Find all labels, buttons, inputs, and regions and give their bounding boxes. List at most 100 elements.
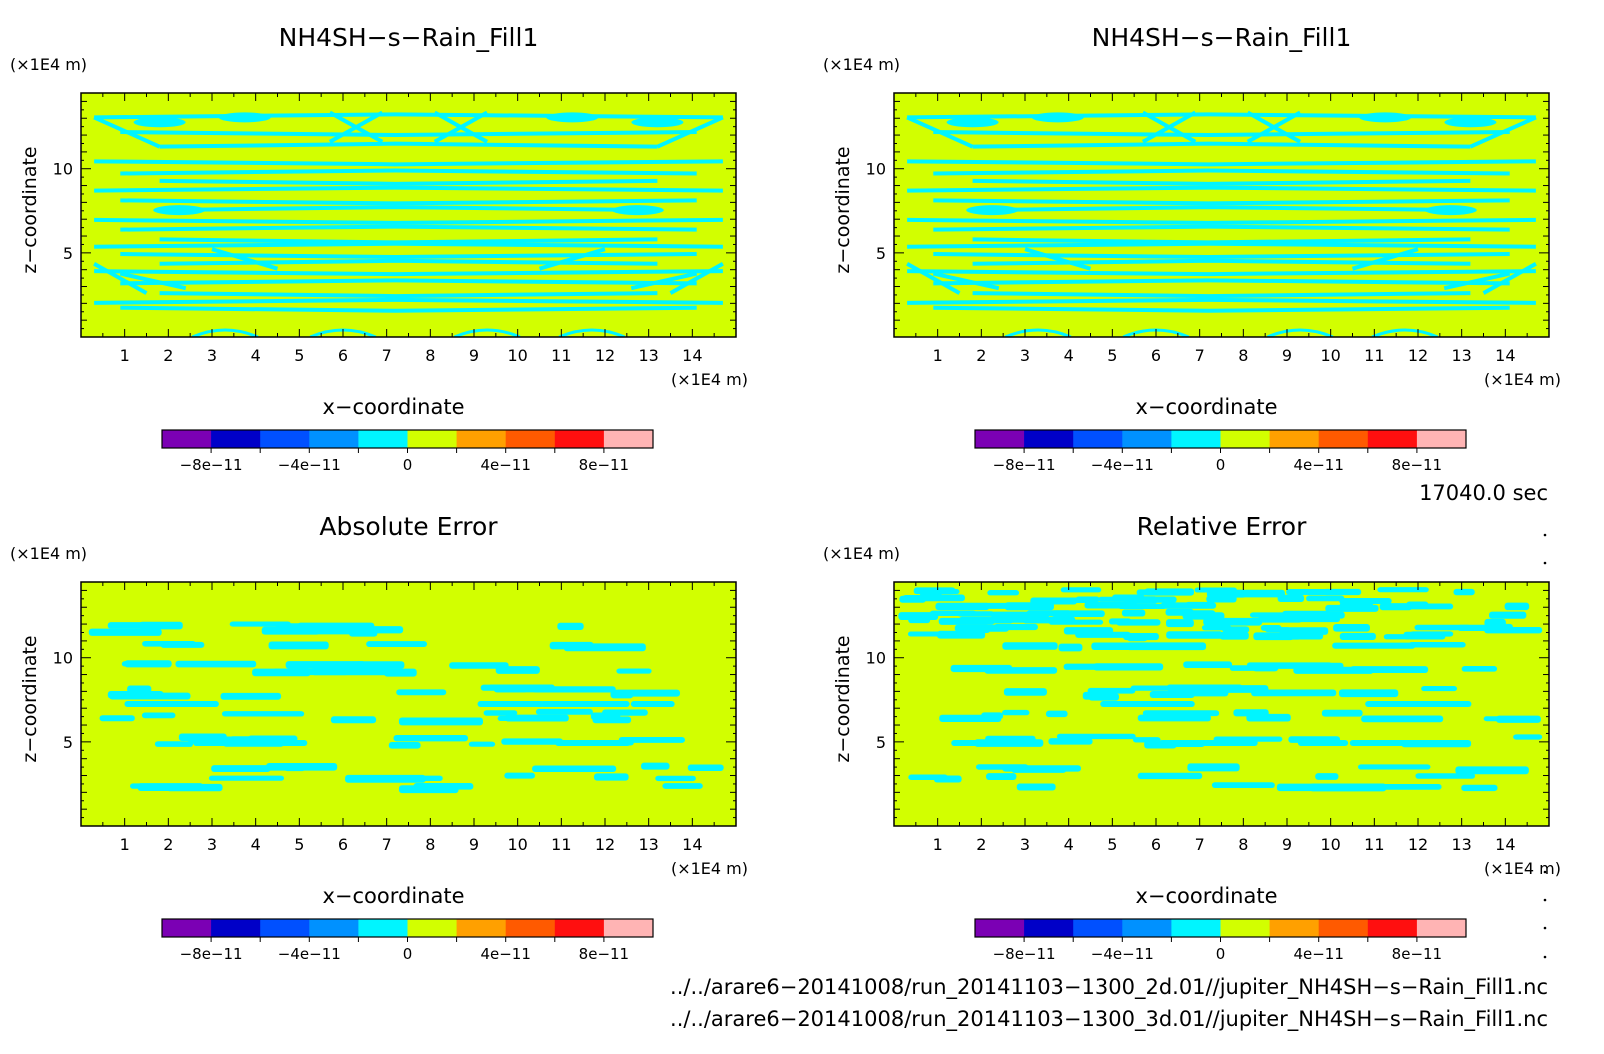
colorbar-swatch xyxy=(603,430,654,448)
colorbar-swatch xyxy=(309,430,359,448)
colorbar: −8e−11 −4e−11 0 4e−11 8e−11 xyxy=(974,918,1467,963)
colorbar-swatch xyxy=(554,919,605,937)
x-tick-label: 6 xyxy=(1151,835,1161,854)
colorbar-swatch xyxy=(260,919,310,937)
x-tick-label: 12 xyxy=(1408,835,1428,854)
contour-fill xyxy=(906,110,1537,337)
colorbar-swatch xyxy=(1269,919,1320,937)
x-tick-label: 7 xyxy=(1195,346,1205,365)
colorbar-swatch xyxy=(1269,430,1320,448)
colorbar-label: 8e−11 xyxy=(1392,945,1442,963)
x-tick-label: 6 xyxy=(1151,346,1161,365)
x-tick-label: 5 xyxy=(294,835,304,854)
x-tick-label: 13 xyxy=(638,346,658,365)
x-axis-label: x−coordinate xyxy=(1135,884,1277,908)
y-tick-label: 10 xyxy=(866,649,886,668)
x-tick-label: 3 xyxy=(1020,346,1030,365)
colorbar-label: 4e−11 xyxy=(480,945,530,963)
x-unit-label: (×1E4 m) xyxy=(1484,370,1561,389)
x-axis-label: x−coordinate xyxy=(322,884,464,908)
colorbar-swatch xyxy=(1122,430,1172,448)
colorbar-swatch xyxy=(505,430,556,448)
colorbar-swatch xyxy=(358,919,408,937)
x-unit-label: (×1E4 m) xyxy=(671,859,748,878)
colorbar-swatch xyxy=(456,430,507,448)
x-tick-label: 12 xyxy=(595,346,615,365)
x-tick-label: 6 xyxy=(338,346,348,365)
x-tick-label: 4 xyxy=(1064,346,1074,365)
x-tick-label: 3 xyxy=(207,346,217,365)
x-tick-label: 10 xyxy=(507,346,527,365)
x-tick-label: 11 xyxy=(1364,346,1384,365)
colorbar-label: −8e−11 xyxy=(180,945,243,963)
x-tick-label: 13 xyxy=(638,835,658,854)
x-tick-label: 3 xyxy=(1020,835,1030,854)
y-axis-label: z−coordinate xyxy=(19,146,41,273)
colorbar-swatch xyxy=(1220,919,1271,937)
panel-title: Absolute Error xyxy=(319,512,498,541)
x-tick-label: 5 xyxy=(294,346,304,365)
x-tick-label: 11 xyxy=(551,346,571,365)
x-tick-label: 13 xyxy=(1451,835,1471,854)
colorbar-label: 8e−11 xyxy=(1392,456,1442,474)
y-unit-label: (×1E4 m) xyxy=(10,55,87,74)
x-tick-label: 2 xyxy=(163,835,173,854)
y-tick-label: 5 xyxy=(63,733,73,752)
y-unit-label: (×1E4 m) xyxy=(823,55,900,74)
colorbar-swatch xyxy=(1367,430,1418,448)
x-tick-label: 10 xyxy=(1320,346,1340,365)
y-tick-label: 5 xyxy=(876,733,886,752)
colorbar-swatch xyxy=(1318,919,1369,937)
x-tick-label: 8 xyxy=(425,835,435,854)
x-tick-label: 4 xyxy=(251,835,261,854)
colorbar-label: −4e−11 xyxy=(278,456,341,474)
x-tick-label: 8 xyxy=(1238,835,1248,854)
colorbar-swatch xyxy=(1122,919,1172,937)
colorbar-swatch xyxy=(1416,430,1467,448)
panel-title: NH4SH−s−Rain_Fill1 xyxy=(279,23,539,52)
x-tick-label: 13 xyxy=(1451,346,1471,365)
colorbar-swatch xyxy=(456,919,507,937)
x-unit-label: (×1E4 m) xyxy=(671,370,748,389)
x-tick-label: 10 xyxy=(1320,835,1340,854)
panel-title: NH4SH−s−Rain_Fill1 xyxy=(1092,23,1352,52)
file-path-3d: ../../arare6−20141008/run_20141103−1300_… xyxy=(670,1007,1548,1032)
panel-3: Absolute Error(×1E4 m)1 2 3 4 5 6 7 8 9 10 11 12 13 1… xyxy=(10,512,748,963)
colorbar-label: 4e−11 xyxy=(480,456,530,474)
colorbar-swatch xyxy=(211,430,261,448)
y-tick-label: 5 xyxy=(63,244,73,263)
colorbar-swatch xyxy=(309,919,359,937)
colorbar-swatch xyxy=(1367,919,1418,937)
y-axis-label: z−coordinate xyxy=(832,146,854,273)
colorbar-swatch xyxy=(505,919,556,937)
x-tick-label: 3 xyxy=(207,835,217,854)
x-tick-label: 9 xyxy=(1282,835,1292,854)
colorbar-swatch xyxy=(1073,430,1123,448)
y-tick-label: 10 xyxy=(866,160,886,179)
colorbar-swatch xyxy=(260,430,310,448)
colorbar-label: 0 xyxy=(1216,945,1226,963)
colorbar-swatch xyxy=(603,919,654,937)
colorbar-label: −8e−11 xyxy=(993,456,1056,474)
colorbar-swatch xyxy=(407,919,458,937)
x-tick-label: 9 xyxy=(469,835,479,854)
x-tick-label: 14 xyxy=(682,835,702,854)
y-axis-label: z−coordinate xyxy=(832,635,854,762)
colorbar-label: −4e−11 xyxy=(1091,945,1154,963)
x-tick-label: 2 xyxy=(163,346,173,365)
x-tick-label: 12 xyxy=(1408,346,1428,365)
colorbar-label: 4e−11 xyxy=(1293,456,1343,474)
colorbar-swatch xyxy=(1024,919,1074,937)
y-tick-label: 10 xyxy=(53,649,73,668)
x-tick-label: 1 xyxy=(120,835,130,854)
file-path-2d: ../../arare6−20141008/run_20141103−1300_… xyxy=(670,975,1548,1000)
x-tick-label: 6 xyxy=(338,835,348,854)
colorbar-swatch xyxy=(975,430,1025,448)
x-tick-label: 10 xyxy=(507,835,527,854)
contour-fill xyxy=(93,110,724,337)
x-tick-label: 5 xyxy=(1107,346,1117,365)
x-tick-label: 1 xyxy=(120,346,130,365)
colorbar-label: −4e−11 xyxy=(278,945,341,963)
x-tick-label: 2 xyxy=(976,346,986,365)
